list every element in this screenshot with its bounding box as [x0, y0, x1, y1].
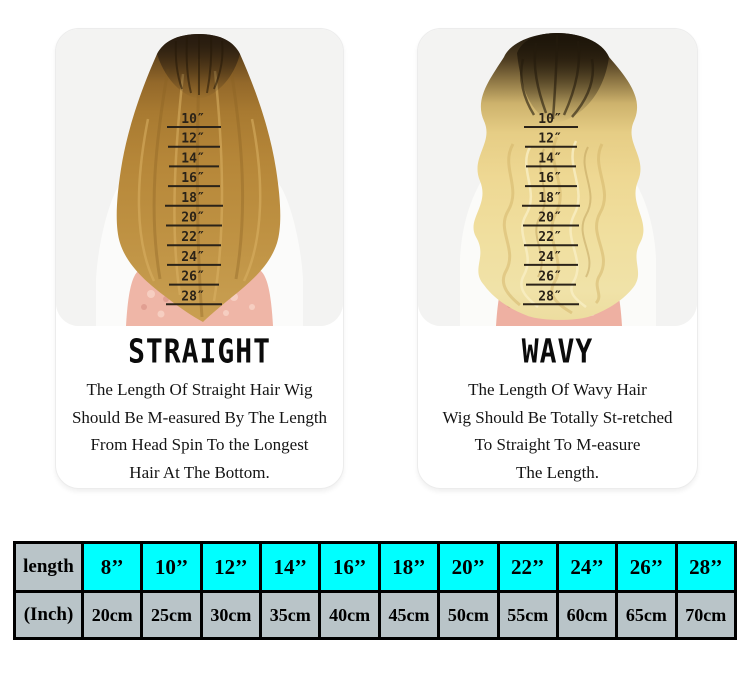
centimeter-cell: 50cm: [437, 590, 500, 640]
length-cell: 24’’: [555, 541, 619, 593]
length-row-header: length: [13, 541, 84, 593]
ruler-mark-label: 14″: [181, 151, 204, 166]
length-cell: 16’’: [318, 541, 381, 593]
straight-description: The Length Of Straight Hair Wig Should Be…: [60, 376, 339, 486]
centimeter-cell: 35cm: [259, 590, 322, 640]
description-line: The Length Of Straight Hair Wig: [86, 380, 313, 399]
wave-strands-shadow: [535, 146, 592, 278]
wavy-hair-illustration: 10″ 12″ 14″ 16″ 18″ 20″ 22″ 24″ 26″ 28″: [418, 29, 697, 326]
centimeter-cell: 40cm: [318, 590, 381, 640]
root-streaks: [174, 34, 224, 95]
wave-strands-mid: [501, 136, 606, 315]
length-cell: 14’’: [259, 541, 322, 593]
panel-straight: 10″ 12″ 14″ 16″ 18″ 20″ 22″ 24″ 26″ 28″ STRAIGHT …: [55, 28, 344, 489]
ruler-mark-label: 24″: [538, 250, 561, 265]
ruler-mark-label: 22″: [181, 230, 204, 245]
centimeter-cell: 20cm: [80, 590, 144, 640]
ruler-mark-label: 16″: [181, 171, 204, 186]
table-row-lengths: length 8’’ 10’’ 12’’ 14’’ 16’’ 18’’ 20’’ 22’’ 24’…: [13, 541, 738, 593]
length-cell: 20’’: [437, 541, 500, 593]
straight-hair-illustration: 10″ 12″ 14″ 16″ 18″ 20″ 22″ 24″ 26″ 28″: [56, 29, 343, 326]
centimeter-cell: 60cm: [555, 590, 619, 640]
ruler-mark-label: 20″: [181, 211, 204, 226]
centimeter-cell: 65cm: [615, 590, 678, 640]
ruler-mark-label: 28″: [538, 289, 561, 304]
length-cell: 18’’: [377, 541, 441, 593]
ruler-mark-label: 26″: [181, 270, 204, 285]
ruler-mark-label: 18″: [538, 191, 561, 206]
ruler-mark-label: 18″: [181, 191, 204, 206]
straight-hair-photo: 10″ 12″ 14″ 16″ 18″ 20″ 22″ 24″ 26″ 28″: [56, 29, 343, 326]
wavy-description: The Length Of Wavy Hair Wig Should Be Tot…: [422, 376, 693, 486]
ruler-wavy: 10″ 12″ 14″ 16″ 18″ 20″ 22″ 24″ 26″ 28″: [522, 112, 580, 306]
description-line: Hair At The Bottom.: [129, 462, 270, 482]
description-line: To Straight To M-easure: [474, 435, 641, 455]
centimeter-cell: 45cm: [377, 590, 441, 640]
ruler-straight: 10″ 12″ 14″ 16″ 18″ 20″ 22″ 24″ 26″ 28″: [165, 112, 223, 306]
description-line: Should Be M-easured By The Length: [71, 407, 328, 427]
ruler-mark-label: 10″: [181, 112, 204, 127]
ruler-mark-label: 14″: [538, 151, 561, 166]
description-line: The Length.: [515, 462, 600, 482]
unit-row-header: (Inch): [13, 590, 84, 640]
centimeter-cell: 55cm: [496, 590, 559, 640]
ruler-mark-label: 12″: [538, 132, 561, 147]
wavy-hair-photo: 10″ 12″ 14″ 16″ 18″ 20″ 22″ 24″ 26″ 28″: [418, 29, 697, 326]
ruler-mark-label: 28″: [181, 289, 204, 304]
straight-heading: STRAIGHT: [128, 332, 271, 371]
ruler-mark-label: 10″: [538, 112, 561, 127]
wave-strands-highlight: [520, 140, 587, 309]
size-table: length 8’’ 10’’ 12’’ 14’’ 16’’ 18’’ 20’’ 22’’ 24’…: [13, 541, 738, 640]
table-row-centimeters: (Inch) 20cm 25cm 30cm 35cm 40cm 45cm 50cm 55cm 60…: [13, 590, 738, 640]
length-cell: 10’’: [140, 541, 203, 593]
centimeter-cell: 30cm: [199, 590, 263, 640]
dark-roots: [517, 33, 609, 123]
hair-streaks-light: [137, 70, 262, 302]
length-cell: 12’’: [199, 541, 263, 593]
length-cell: 22’’: [496, 541, 559, 593]
length-cell: 28’’: [674, 541, 738, 593]
ruler-mark-label: 26″: [538, 270, 561, 285]
length-cell: 8’’: [80, 541, 144, 593]
root-streaks: [519, 34, 595, 120]
length-cell: 26’’: [615, 541, 678, 593]
ruler-mark-label: 22″: [538, 230, 561, 245]
panel-wavy: 10″ 12″ 14″ 16″ 18″ 20″ 22″ 24″ 26″ 28″ WAVY The …: [417, 28, 698, 489]
description-line: From Head Spin To the Longest: [90, 435, 309, 455]
ruler-mark-label: 16″: [538, 171, 561, 186]
centimeter-cell: 25cm: [140, 590, 203, 640]
description-line: The Length Of Wavy Hair: [468, 380, 647, 399]
wavy-heading: WAVY: [521, 332, 594, 371]
straight-hair: [116, 34, 281, 322]
description-line: Wig Should Be Totally St-retched: [442, 407, 673, 427]
ruler-mark-label: 20″: [538, 211, 561, 226]
ruler-mark-label: 12″: [181, 132, 204, 147]
ruler-mark-label: 24″: [181, 250, 204, 265]
centimeter-cell: 70cm: [674, 590, 738, 640]
